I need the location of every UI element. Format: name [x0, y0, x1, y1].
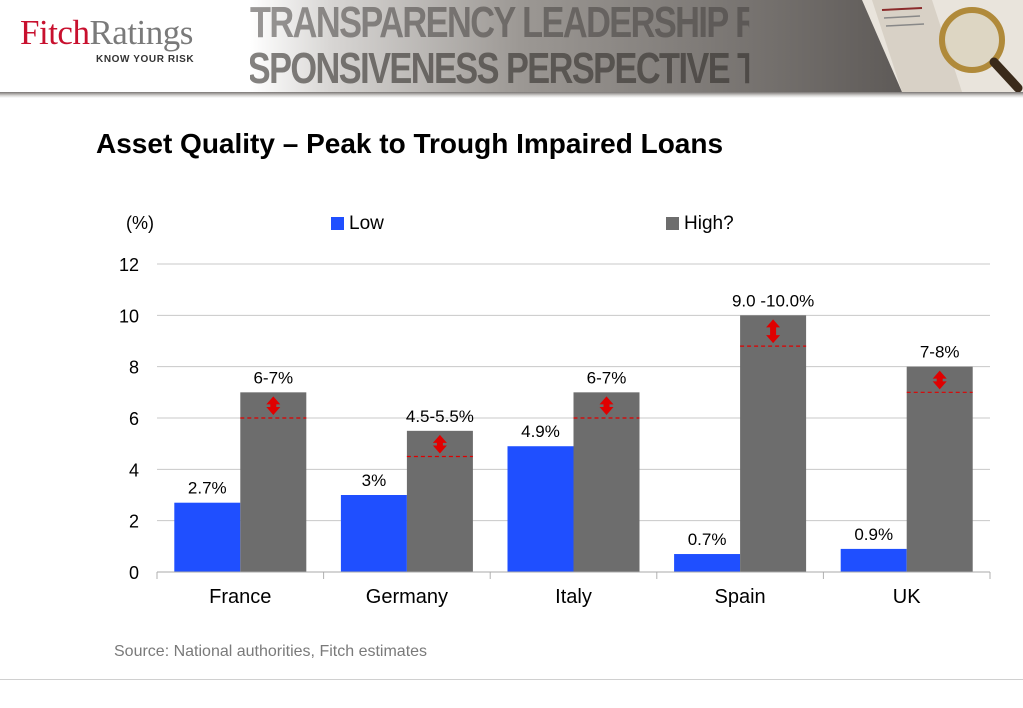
- range-arrow: [266, 396, 281, 415]
- bar-high: [573, 392, 640, 572]
- data-label-low: 0.9%: [854, 525, 893, 544]
- range-arrow: [766, 319, 781, 344]
- magnifier-document-art: [862, 0, 1023, 92]
- category-label: France: [209, 586, 271, 608]
- bar-high: [406, 430, 473, 572]
- category-label: Spain: [715, 586, 766, 608]
- banner-shadow: [0, 92, 1023, 98]
- y-tick-label: 8: [129, 358, 139, 378]
- data-label-low: 3%: [362, 471, 387, 490]
- y-tick-label: 12: [119, 255, 139, 275]
- banner-watermark: TRANSPARENCY LEADERSHIP RESPONSIVENESS R…: [250, 0, 749, 92]
- slide-title: Asset Quality – Peak to Trough Impaired …: [96, 128, 724, 159]
- banner-words-row1: TRANSPARENCY LEADERSHIP RESPONSIVENESS: [250, 0, 749, 47]
- data-label-high: 9.0 -10.0%: [732, 291, 814, 310]
- bar-low: [507, 446, 574, 572]
- source-note: Source: National authorities, Fitch esti…: [114, 643, 428, 660]
- legend-swatch: [331, 217, 344, 230]
- y-tick-label: 6: [129, 409, 139, 429]
- header-banner: TRANSPARENCY LEADERSHIP RESPONSIVENESS R…: [0, 0, 1023, 92]
- category-label: Germany: [366, 586, 448, 608]
- bar-high: [240, 392, 307, 572]
- footer-rule: [0, 679, 1023, 680]
- category-label: Italy: [555, 586, 592, 608]
- data-label-low: 4.9%: [521, 422, 560, 441]
- data-label-high: 4.5-5.5%: [406, 407, 474, 426]
- bar-low: [174, 502, 241, 572]
- data-label-low: 2.7%: [188, 479, 227, 498]
- bar-low: [340, 495, 407, 572]
- banner-words-row2: RESPONSIVENESS PERSPECTIVE TRANSPARENCY: [250, 44, 749, 92]
- data-label-low: 0.7%: [688, 530, 727, 549]
- bar-low: [840, 548, 907, 572]
- y-tick-label: 4: [129, 460, 139, 480]
- y-tick-label: 0: [129, 563, 139, 583]
- logo-tagline: KNOW YOUR RISK: [96, 54, 195, 65]
- legend-swatch: [666, 217, 679, 230]
- range-arrow: [599, 396, 614, 415]
- bar-high: [740, 315, 807, 572]
- data-label-high: 6-7%: [587, 368, 627, 387]
- logo-ratings: Ratings: [89, 13, 193, 52]
- category-label: UK: [893, 586, 921, 608]
- bar-high: [906, 366, 973, 572]
- y-unit-label: (%): [126, 213, 154, 233]
- y-tick-label: 10: [119, 306, 139, 326]
- legend-label: Low: [349, 213, 384, 234]
- bar-low: [674, 554, 741, 572]
- range-arrow: [432, 434, 447, 454]
- logo-fitch: Fitch: [20, 13, 90, 52]
- legend-label: High?: [684, 213, 734, 234]
- range-arrow: [932, 370, 947, 390]
- fitch-ratings-logo: FitchRatings KNOW YOUR RISK: [20, 14, 240, 74]
- logo-wordmark: FitchRatings: [20, 14, 193, 52]
- y-tick-label: 2: [129, 512, 139, 532]
- data-label-high: 6-7%: [253, 368, 293, 387]
- data-label-high: 7-8%: [920, 343, 960, 362]
